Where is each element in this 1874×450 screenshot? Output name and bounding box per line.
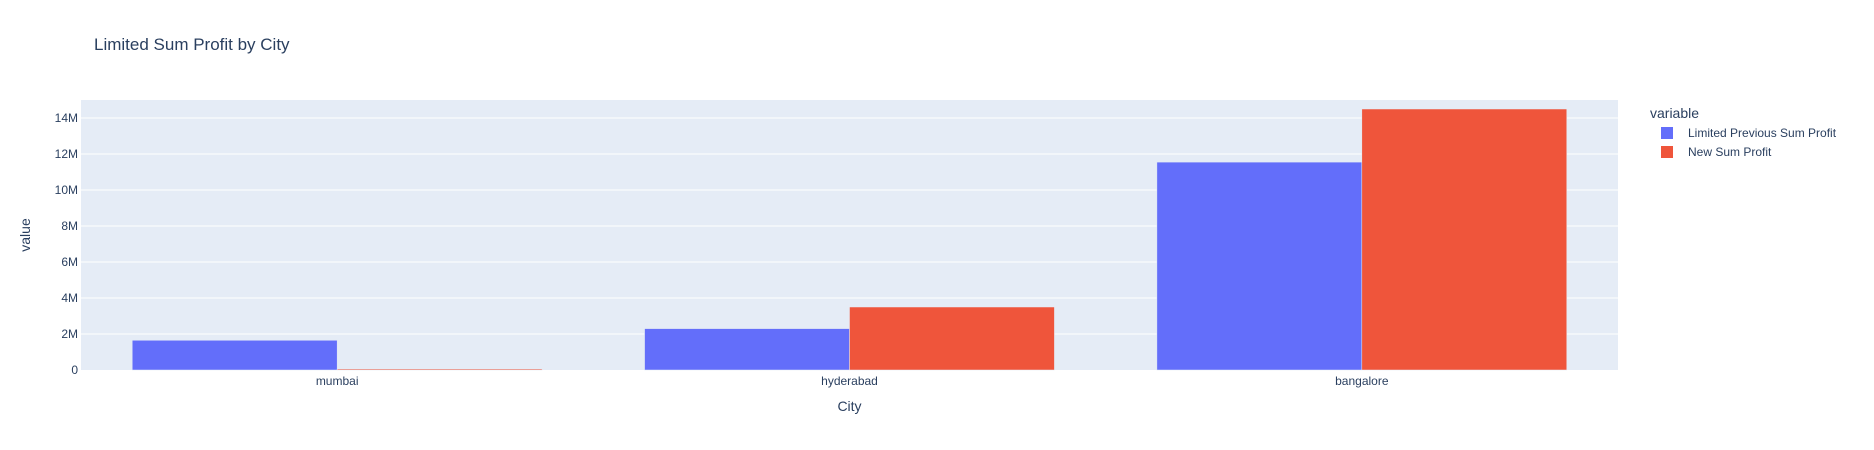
legend-item-label[interactable]: Limited Previous Sum Profit	[1688, 126, 1837, 140]
y-tick-label: 8M	[61, 219, 78, 233]
legend-swatch[interactable]	[1661, 146, 1673, 158]
x-tick-label: hyderabad	[821, 374, 878, 388]
bar-bangalore-series-2[interactable]	[1361, 108, 1568, 371]
y-axis-ticks: 0 2M 4M 6M 8M 10M 12M 14M	[55, 111, 79, 377]
y-tick-label: 12M	[55, 147, 78, 161]
legend-swatch[interactable]	[1661, 127, 1673, 139]
x-axis-ticks: mumbai hyderabad bangalore	[316, 374, 1389, 388]
x-tick-label: mumbai	[316, 374, 359, 388]
bars	[131, 108, 1568, 371]
x-axis-title: City	[837, 398, 861, 414]
x-tick-label: bangalore	[1335, 374, 1389, 388]
y-tick-label: 14M	[55, 111, 78, 125]
bar-mumbai-series-2[interactable]	[336, 368, 543, 371]
y-tick-label: 0	[71, 363, 78, 377]
y-axis-title: value	[17, 218, 33, 252]
bar-hyderabad-series-2[interactable]	[849, 306, 1055, 371]
y-tick-label: 6M	[61, 255, 78, 269]
chart-title: Limited Sum Profit by City	[94, 35, 290, 54]
bar-mumbai-series-1[interactable]	[131, 340, 338, 371]
legend-item-label[interactable]: New Sum Profit	[1688, 145, 1772, 159]
y-tick-label: 2M	[61, 327, 78, 341]
y-tick-label: 10M	[55, 183, 78, 197]
y-tick-label: 4M	[61, 291, 78, 305]
bar-hyderabad-series-1[interactable]	[644, 328, 850, 371]
legend-title: variable	[1650, 105, 1699, 121]
legend: variable Limited Previous Sum Profit New …	[1650, 105, 1837, 159]
bar-bangalore-series-1[interactable]	[1156, 161, 1363, 371]
